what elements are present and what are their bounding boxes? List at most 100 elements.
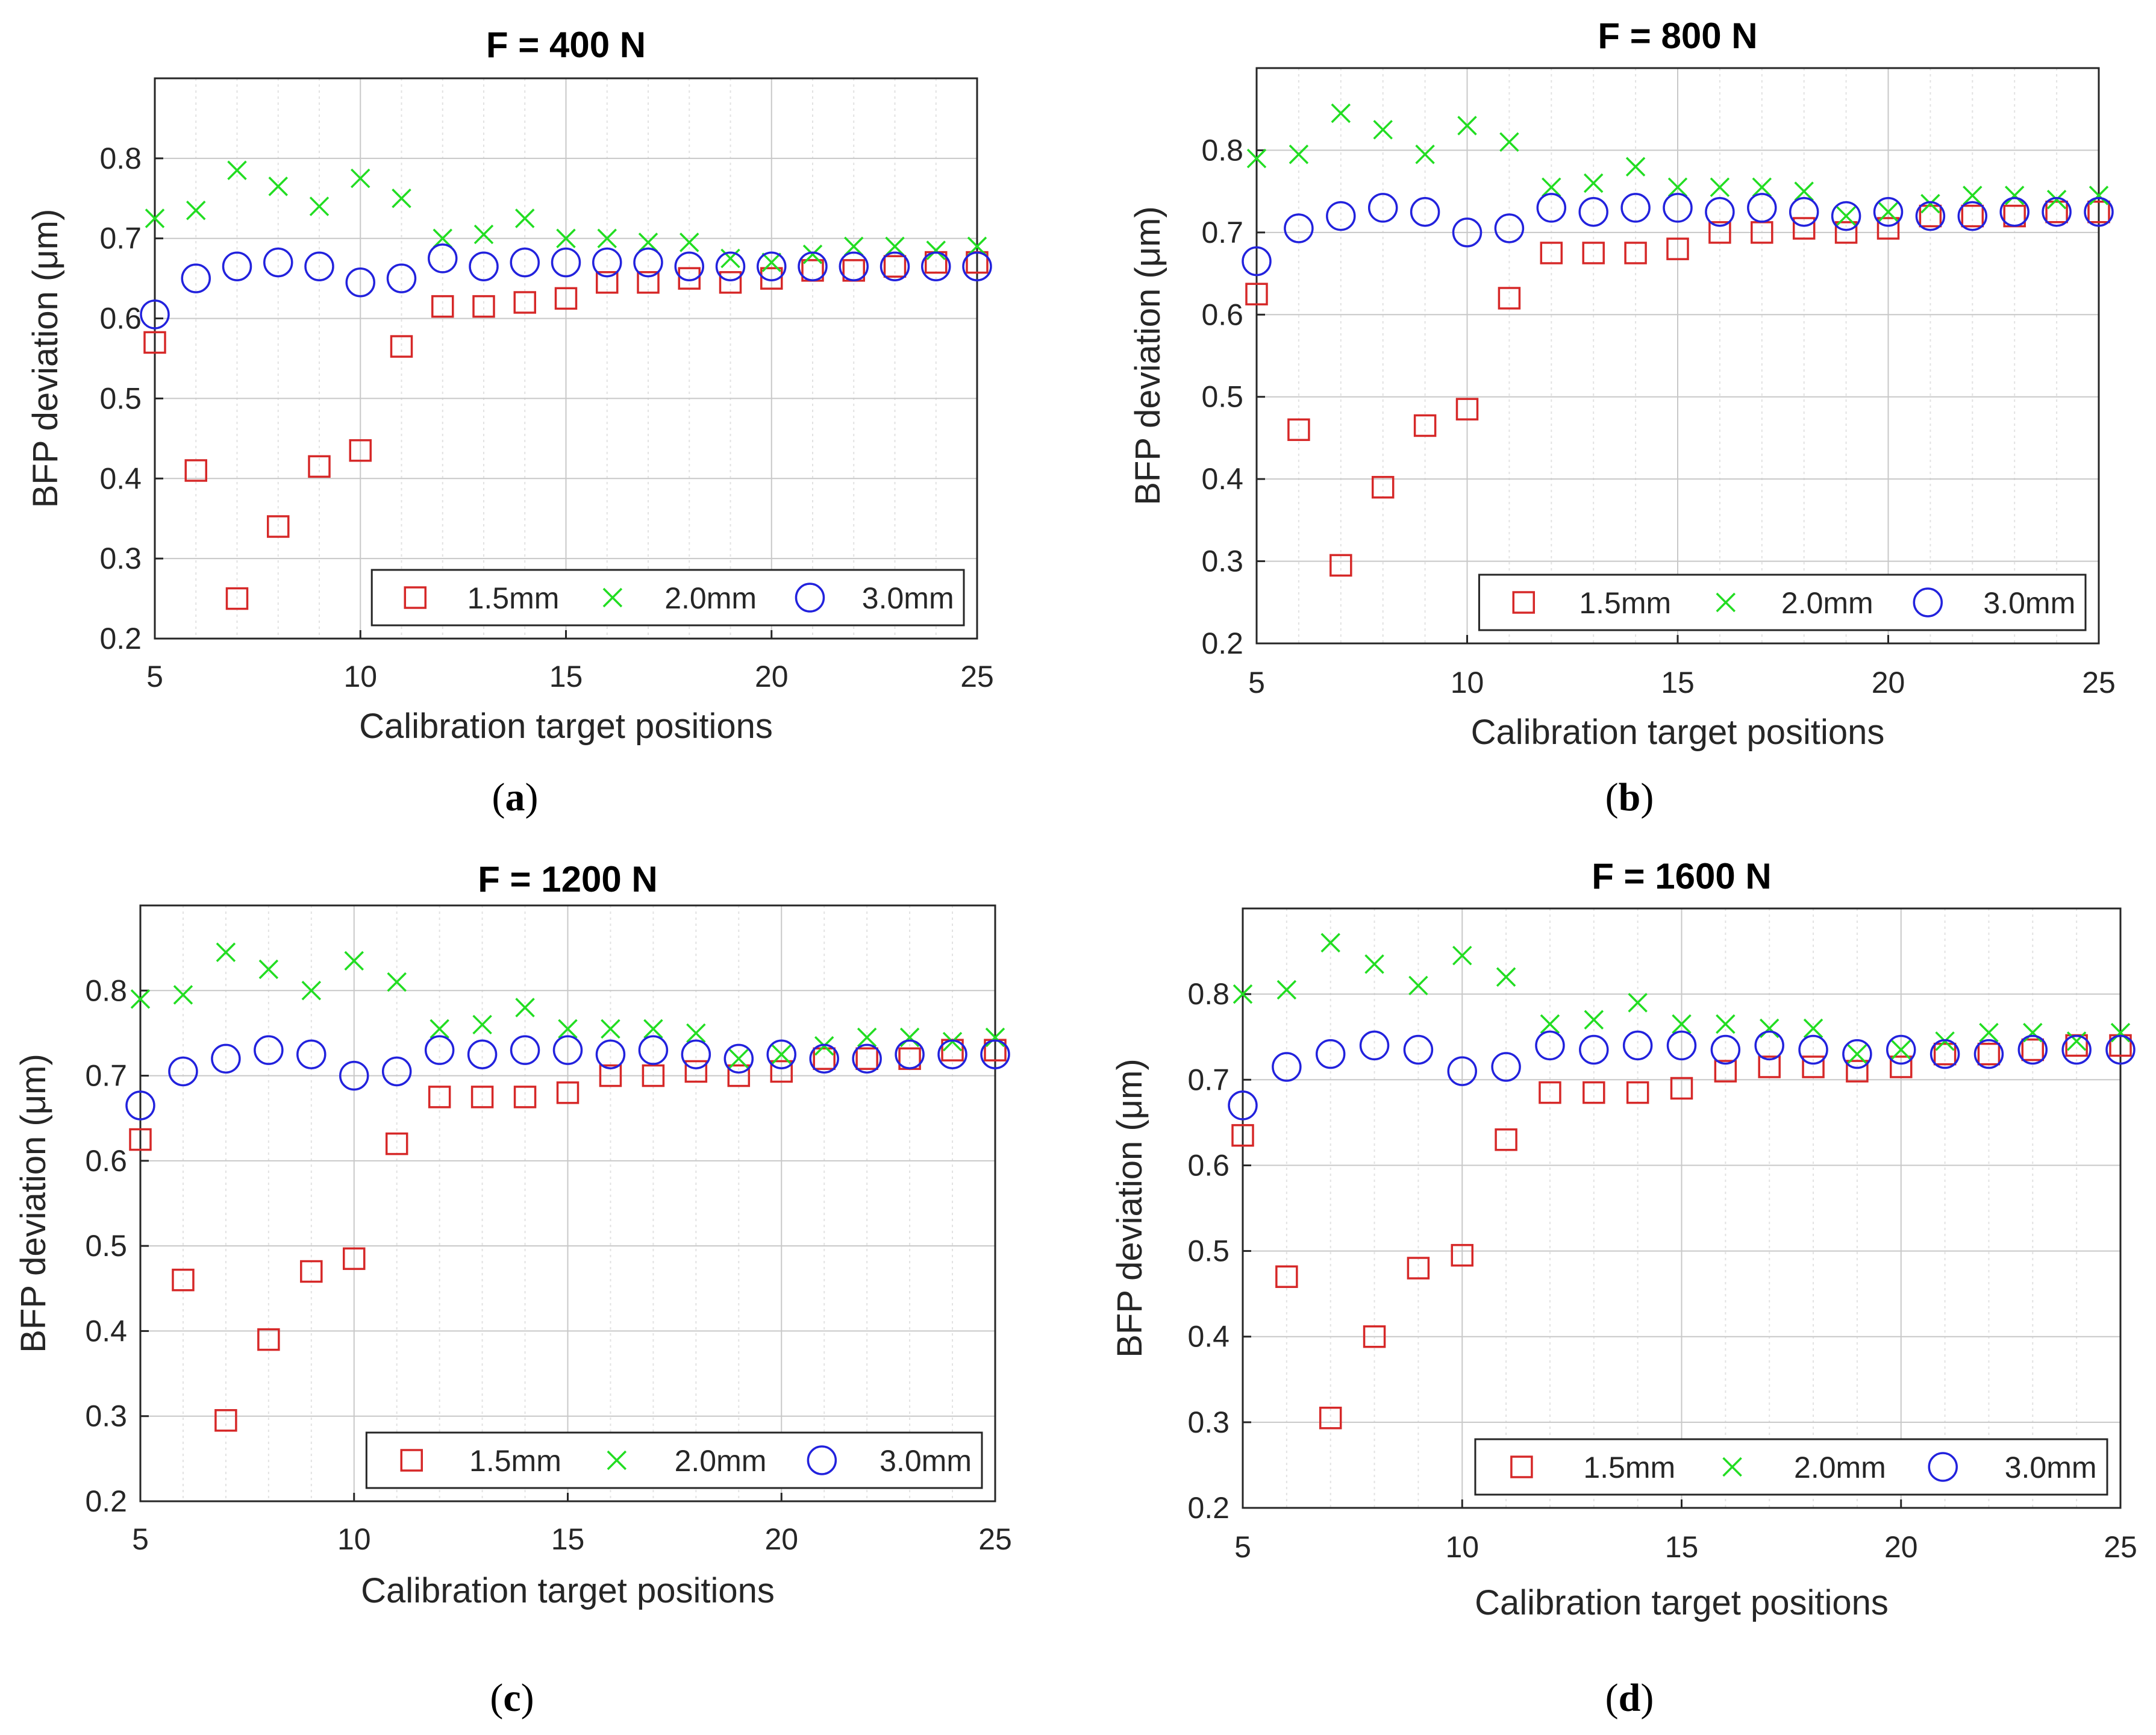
y-tick-label: 0.2 (1201, 627, 1243, 660)
data-point (345, 267, 375, 298)
data-point (1963, 186, 1983, 205)
data-point (1407, 1257, 1430, 1280)
data-point (1245, 283, 1268, 305)
data-point (339, 1060, 369, 1091)
data-point (599, 1064, 622, 1087)
data-point (766, 1039, 796, 1069)
series-2.0mm (145, 160, 987, 272)
legend-box (365, 1431, 983, 1489)
data-point (1620, 193, 1651, 223)
legend-marker (1928, 1452, 1958, 1482)
data-point (1666, 237, 1689, 260)
data-point (2023, 1022, 2043, 1043)
data-point (515, 998, 535, 1018)
data-point (1287, 418, 1310, 442)
data-point (1759, 1018, 1779, 1039)
x-axis-label: Calibration target positions (1471, 713, 1885, 752)
y-tick-label: 0.6 (1187, 1148, 1230, 1182)
panel-caption: (b) (1605, 775, 1654, 819)
data-point (430, 1019, 449, 1039)
series-1.5mm (143, 251, 989, 610)
caption-open: ( (1605, 1676, 1619, 1720)
series-3.0mm (1228, 1030, 2136, 1121)
legend-marker (404, 586, 427, 609)
data-point (1847, 1044, 1867, 1064)
legend-label: 3.0mm (862, 581, 954, 615)
data-point (222, 251, 252, 281)
data-point (980, 1039, 1010, 1069)
x-tick-label: 5 (146, 660, 163, 693)
x-tick-label: 15 (551, 1522, 585, 1556)
legend-marker (400, 1449, 423, 1472)
data-point (472, 1014, 492, 1035)
panel-title: F = 1200 N (478, 859, 658, 899)
caption-letter: b (1619, 775, 1641, 819)
data-point (1752, 177, 1772, 198)
data-point (1413, 414, 1437, 437)
data-point (349, 439, 372, 462)
legend-box (1478, 574, 2087, 631)
y-tick-label: 0.3 (85, 1399, 127, 1433)
data-point (1452, 945, 1472, 966)
data-point (720, 248, 740, 269)
data-point (168, 1056, 198, 1087)
data-point (814, 1036, 834, 1056)
legend-marker (1716, 592, 1736, 613)
data-point (1582, 242, 1605, 264)
data-point (1331, 103, 1351, 123)
data-point (1539, 1081, 1561, 1104)
data-point (985, 1027, 1005, 1048)
data-point (211, 1043, 241, 1074)
series-2.0mm (130, 942, 1005, 1069)
data-point (813, 1047, 836, 1071)
data-point (267, 515, 290, 538)
data-point (257, 1328, 280, 1351)
data-point (757, 251, 787, 281)
data-point (1359, 1030, 1390, 1061)
y-tick-label: 0.2 (99, 622, 142, 655)
data-point (1622, 1030, 1653, 1061)
caption-open: ( (490, 1676, 503, 1720)
data-point (472, 295, 495, 318)
data-point (1625, 157, 1646, 177)
data-point (1542, 177, 1561, 198)
y-tick-label: 0.8 (85, 974, 127, 1007)
data-point (595, 1039, 626, 1069)
data-point (1961, 204, 1984, 228)
data-point (258, 959, 279, 980)
x-tick-label: 20 (1884, 1530, 1918, 1564)
data-point (2110, 1022, 2131, 1043)
legend-label: 3.0mm (1983, 586, 2075, 620)
data-point (2004, 186, 2025, 205)
y-tick-label: 0.3 (1201, 545, 1243, 578)
data-point (1705, 197, 1735, 227)
legend-label: 2.0mm (1794, 1451, 1886, 1484)
data-point (344, 951, 364, 971)
legend-box (370, 569, 965, 627)
legend-d: 1.5mm 2.0mm 3.0mm (1474, 1438, 2108, 1496)
data-point (1499, 132, 1519, 152)
y-axis-label: BFP deviation (μm) (14, 1054, 53, 1353)
data-point (1710, 1034, 1741, 1065)
data-point (1834, 221, 1858, 244)
data-point (727, 1064, 751, 1087)
data-point (1667, 177, 1688, 198)
data-point (268, 177, 288, 196)
data-point (880, 251, 910, 281)
data-point (556, 228, 576, 248)
data-point (1672, 1014, 1692, 1034)
data-point (1957, 201, 1988, 231)
data-point (431, 295, 454, 318)
data-point (723, 1043, 754, 1074)
data-point (638, 233, 658, 252)
legend-marker (1510, 1455, 1533, 1478)
data-point (1666, 1030, 1697, 1061)
data-point (145, 208, 165, 228)
data-point (300, 1260, 323, 1283)
x-tick-label: 20 (1872, 666, 1905, 699)
data-point (1929, 1039, 1960, 1069)
data-point (1794, 181, 1814, 201)
data-point (942, 1031, 963, 1052)
data-point (2105, 1034, 2136, 1065)
